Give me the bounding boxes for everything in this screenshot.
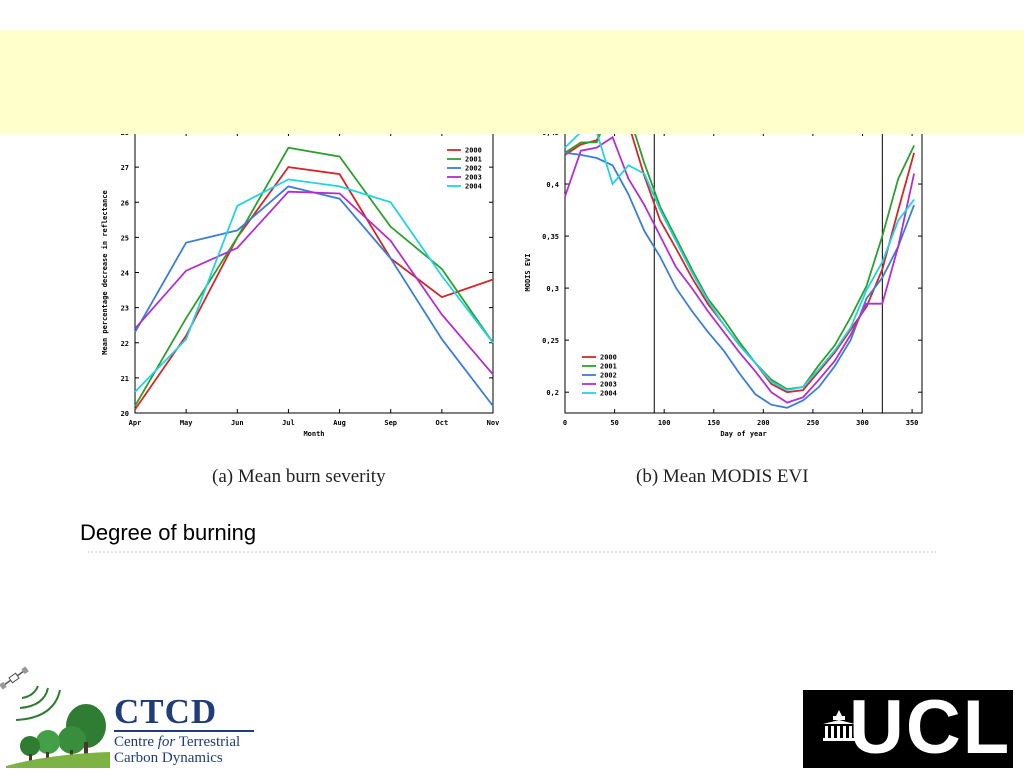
legend-label-2002: 2002 — [465, 165, 482, 173]
modis-evi-plot: 0,20,250,30,350,40,450501001502002503003… — [524, 120, 923, 438]
x-tick-label: 250 — [807, 419, 820, 427]
plot-frame — [134, 131, 494, 414]
ucl-wordmark: UCL — [849, 685, 1012, 770]
ctcd-logo: CTCD Centre for Terrestrial Carbon Dynam… — [0, 660, 270, 768]
y-tick-label: 0,35 — [542, 233, 559, 241]
x-tick-label: Jul — [282, 419, 295, 427]
y-axis-label: Mean percentage decrease in reflectance — [101, 190, 109, 354]
x-tick-label: 50 — [610, 419, 618, 427]
caption-burn-severity: (a) Mean burn severity — [212, 466, 386, 487]
legend-label-2000: 2000 — [600, 354, 617, 362]
ctcd-line-1-italic: for — [157, 734, 176, 750]
x-axis-label: Day of year — [720, 430, 766, 438]
y-tick-label: 25 — [121, 234, 129, 242]
x-tick-label: Oct — [436, 419, 449, 427]
caption-modis-evi: (b) Mean MODIS EVI — [636, 466, 809, 487]
modis-evi-chart: 0,20,250,30,350,40,450501001502002503003… — [518, 120, 930, 445]
ctcd-emblem-icon — [0, 666, 110, 768]
burn-severity-plot: 202122232425262728AprMayJunJulAugSepOctN… — [101, 129, 500, 438]
x-tick-label: 300 — [856, 419, 869, 427]
y-tick-label: 23 — [121, 305, 129, 313]
x-tick-label: 0 — [563, 419, 567, 427]
y-tick-label: 26 — [121, 199, 129, 207]
ctcd-line-2: Carbon Dynamics — [114, 750, 223, 766]
y-tick-label: 0,25 — [542, 337, 559, 345]
series-line-2001 — [134, 146, 494, 407]
x-axis-label: Month — [303, 430, 324, 438]
legend-label-2004: 2004 — [465, 183, 482, 191]
legend-label-2002: 2002 — [600, 372, 617, 380]
y-tick-label: 22 — [121, 340, 129, 348]
x-tick-label: 200 — [757, 419, 770, 427]
series-line-2003 — [564, 135, 915, 404]
x-tick-label: Nov — [487, 419, 500, 427]
y-axis-label: MODIS EVI — [524, 254, 532, 292]
legend-label-2003: 2003 — [465, 174, 482, 182]
ctcd-abbreviation: CTCD — [114, 692, 218, 731]
x-tick-label: May — [180, 419, 193, 427]
ucl-logo: UCL — [803, 685, 1013, 770]
ctcd-line-1-pre: Centre — [114, 734, 158, 750]
x-tick-label: Jun — [231, 419, 244, 427]
x-tick-label: 150 — [707, 419, 720, 427]
series-line-2003 — [134, 190, 494, 375]
ctcd-line-1: Centre for Terrestrial — [114, 734, 240, 751]
burn-severity-chart: 202122232425262728AprMayJunJulAugSepOctN… — [95, 120, 507, 445]
x-tick-label: 350 — [906, 419, 919, 427]
ctcd-line-1-post: Terrestrial — [175, 734, 241, 750]
plot-frame — [564, 131, 923, 414]
y-tick-label: 0,4 — [546, 181, 559, 189]
y-tick-label: 0,2 — [546, 389, 559, 397]
y-tick-label: 24 — [121, 270, 129, 278]
dotted-divider — [88, 551, 936, 553]
y-tick-label: 20 — [121, 410, 129, 418]
legend-label-2003: 2003 — [600, 381, 617, 389]
x-tick-label: 100 — [658, 419, 671, 427]
y-tick-label: 27 — [121, 164, 129, 172]
legend-label-2000: 2000 — [465, 147, 482, 155]
title-band — [0, 30, 1024, 134]
y-tick-label: 21 — [121, 375, 129, 383]
x-tick-label: Aug — [333, 419, 346, 427]
degree-of-burning-text: Degree of burning — [80, 520, 257, 545]
legend-label-2004: 2004 — [600, 390, 617, 398]
x-tick-label: Apr — [129, 419, 142, 427]
y-tick-label: 0,3 — [546, 285, 559, 293]
series-line-2004 — [134, 178, 494, 393]
legend-label-2001: 2001 — [600, 363, 617, 371]
series-line-2001 — [564, 120, 915, 391]
ucl-portico-icon — [823, 710, 855, 741]
series-line-2004 — [564, 131, 915, 392]
legend-label-2001: 2001 — [465, 156, 482, 164]
ctcd-underline — [114, 730, 254, 732]
x-tick-label: Sep — [384, 419, 397, 427]
